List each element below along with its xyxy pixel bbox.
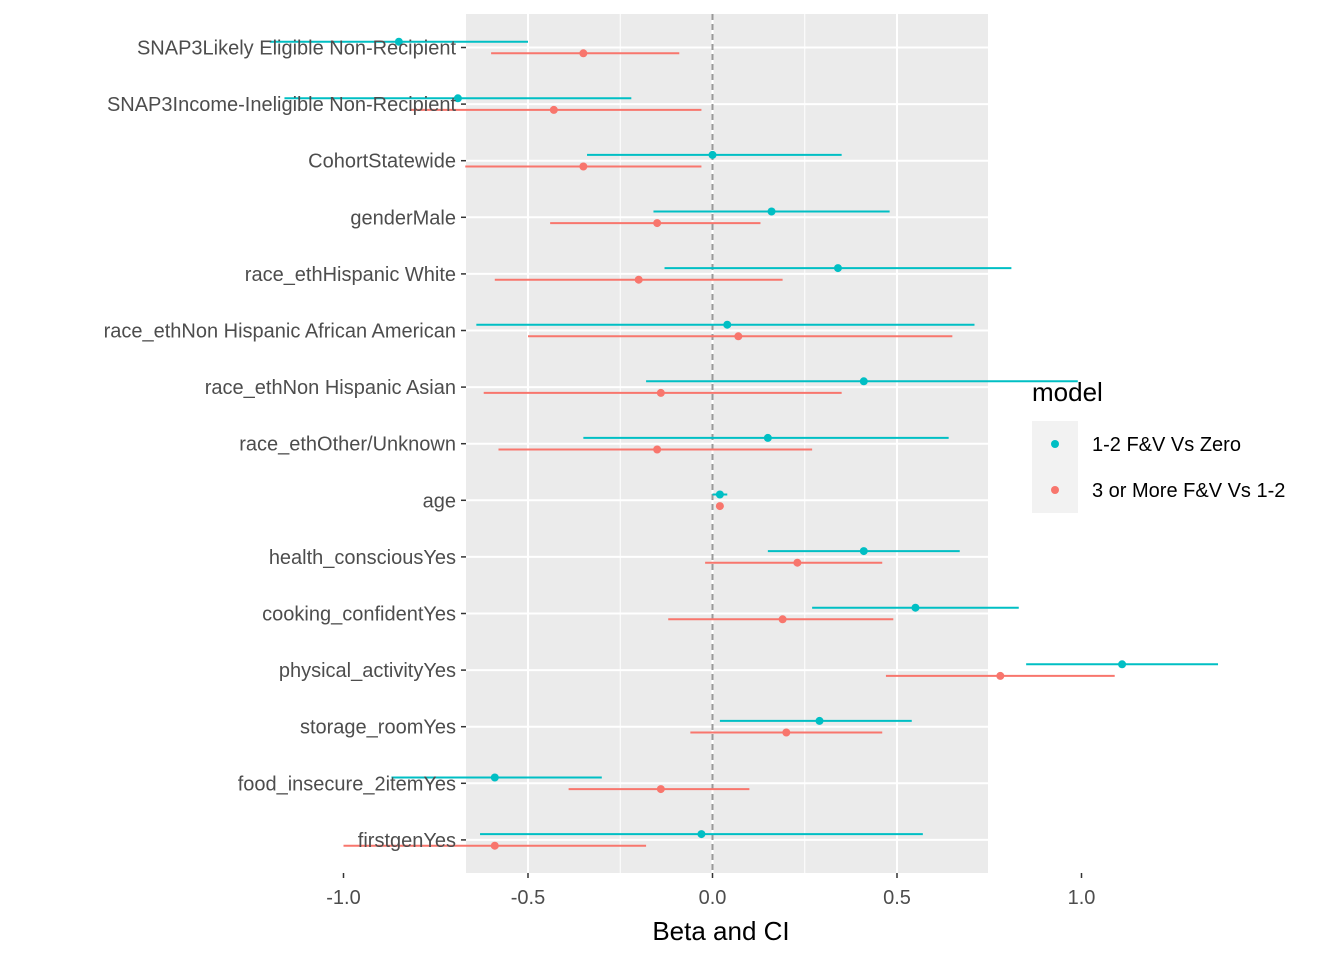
legend-key-point xyxy=(1051,440,1059,448)
x-tick-label: 0.0 xyxy=(699,887,727,909)
y-tick-label: race_ethHispanic White xyxy=(245,264,456,286)
estimate-point xyxy=(723,320,732,329)
y-tick-label: race_ethOther/Unknown xyxy=(239,434,456,456)
estimate-point xyxy=(656,388,665,397)
estimate-point xyxy=(549,105,558,114)
legend: model 1-2 F&V Vs Zero 3 or More F&V Vs 1-… xyxy=(1032,377,1285,513)
x-tick-label: 1.0 xyxy=(1068,887,1096,909)
y-tick-label: age xyxy=(423,490,456,512)
estimate-point xyxy=(778,615,787,624)
estimate-point xyxy=(1118,660,1127,669)
estimate-point xyxy=(763,433,772,442)
estimate-point xyxy=(579,162,588,171)
major-gridlines xyxy=(342,14,1083,873)
estimate-point xyxy=(653,219,662,228)
estimate-point xyxy=(996,671,1005,680)
y-tick-label: cooking_confidentYes xyxy=(262,604,456,626)
estimate-point xyxy=(859,547,868,556)
estimate-point xyxy=(793,558,802,567)
y-tick-label: health_consciousYes xyxy=(269,547,456,569)
legend-label: 1-2 F&V Vs Zero xyxy=(1092,434,1241,456)
x-tick-label: 0.5 xyxy=(883,887,911,909)
estimate-point xyxy=(715,502,724,511)
estimate-point xyxy=(490,773,499,782)
y-tick-label: SNAP3Likely Eligible Non-Recipient xyxy=(137,38,456,60)
y-tick-label: race_ethNon Hispanic African American xyxy=(104,321,456,343)
y-axis: SNAP3Likely Eligible Non-Recipient SNAP3I… xyxy=(104,38,466,852)
y-tick-label: genderMale xyxy=(350,207,456,229)
estimate-point xyxy=(708,150,717,159)
estimate-point xyxy=(656,785,665,794)
estimate-point xyxy=(697,830,706,839)
estimate-point xyxy=(782,728,791,737)
x-tick-label: -0.5 xyxy=(511,887,545,909)
estimate-point xyxy=(490,841,499,850)
legend-title: model xyxy=(1032,377,1103,407)
estimate-point xyxy=(653,445,662,454)
y-tick-label: food_insecure_2itemYes xyxy=(238,773,456,795)
x-axis: -1.0 -0.5 0.0 0.5 1.0 xyxy=(326,873,1095,909)
y-tick-label: firstgenYes xyxy=(358,830,456,852)
estimate-point xyxy=(833,264,842,273)
estimate-point xyxy=(715,490,724,499)
estimate-point xyxy=(734,332,743,341)
estimate-point xyxy=(634,275,643,284)
estimate-point xyxy=(911,603,920,612)
legend-key-point xyxy=(1051,486,1059,494)
y-tick-label: SNAP3Income-Ineligible Non-Recipient xyxy=(107,94,457,116)
y-tick-label: race_ethNon Hispanic Asian xyxy=(205,377,456,399)
x-tick-label: -1.0 xyxy=(326,887,360,909)
estimate-point xyxy=(859,377,868,386)
y-tick-label: storage_roomYes xyxy=(300,717,456,739)
y-tick-label: CohortStatewide xyxy=(308,151,456,173)
estimate-point xyxy=(815,716,824,725)
y-tick-label: physical_activityYes xyxy=(279,660,456,682)
error-bars-and-points xyxy=(269,37,1219,850)
estimate-point xyxy=(394,37,403,46)
legend-label: 3 or More F&V Vs 1-2 xyxy=(1092,480,1285,502)
estimate-point xyxy=(579,49,588,58)
estimate-point xyxy=(453,94,462,103)
estimate-point xyxy=(767,207,776,216)
x-axis-title: Beta and CI xyxy=(652,916,789,946)
